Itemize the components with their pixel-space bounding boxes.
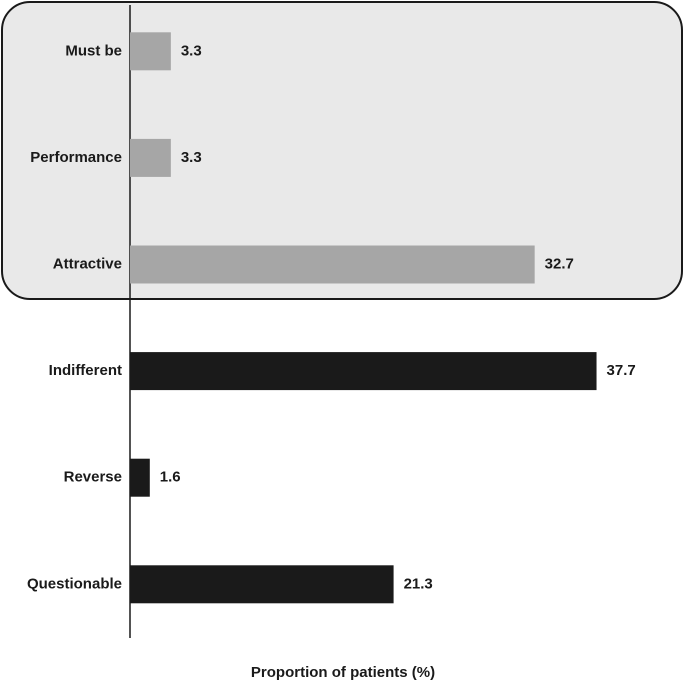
value-label: 1.6 [160, 469, 181, 486]
value-label: 32.7 [545, 255, 574, 272]
y-tick-label: Attractive [53, 255, 122, 272]
y-tick-label: Indifferent [49, 362, 122, 379]
y-tick-label: Reverse [64, 469, 122, 486]
value-label: 3.3 [181, 42, 202, 59]
highlight-box [1, 1, 683, 300]
bar [130, 32, 171, 71]
y-tick-label: Performance [30, 149, 122, 166]
value-label: 3.3 [181, 149, 202, 166]
value-label: 37.7 [607, 362, 636, 379]
value-label: 21.3 [404, 575, 433, 592]
x-axis-title: Proportion of patients (%) [251, 664, 435, 681]
bar [130, 245, 535, 284]
y-tick-label: Questionable [27, 575, 122, 592]
bar [130, 565, 394, 604]
bar [130, 458, 150, 497]
bar [130, 352, 597, 391]
y-tick-label: Must be [65, 42, 122, 59]
bar [130, 138, 171, 177]
